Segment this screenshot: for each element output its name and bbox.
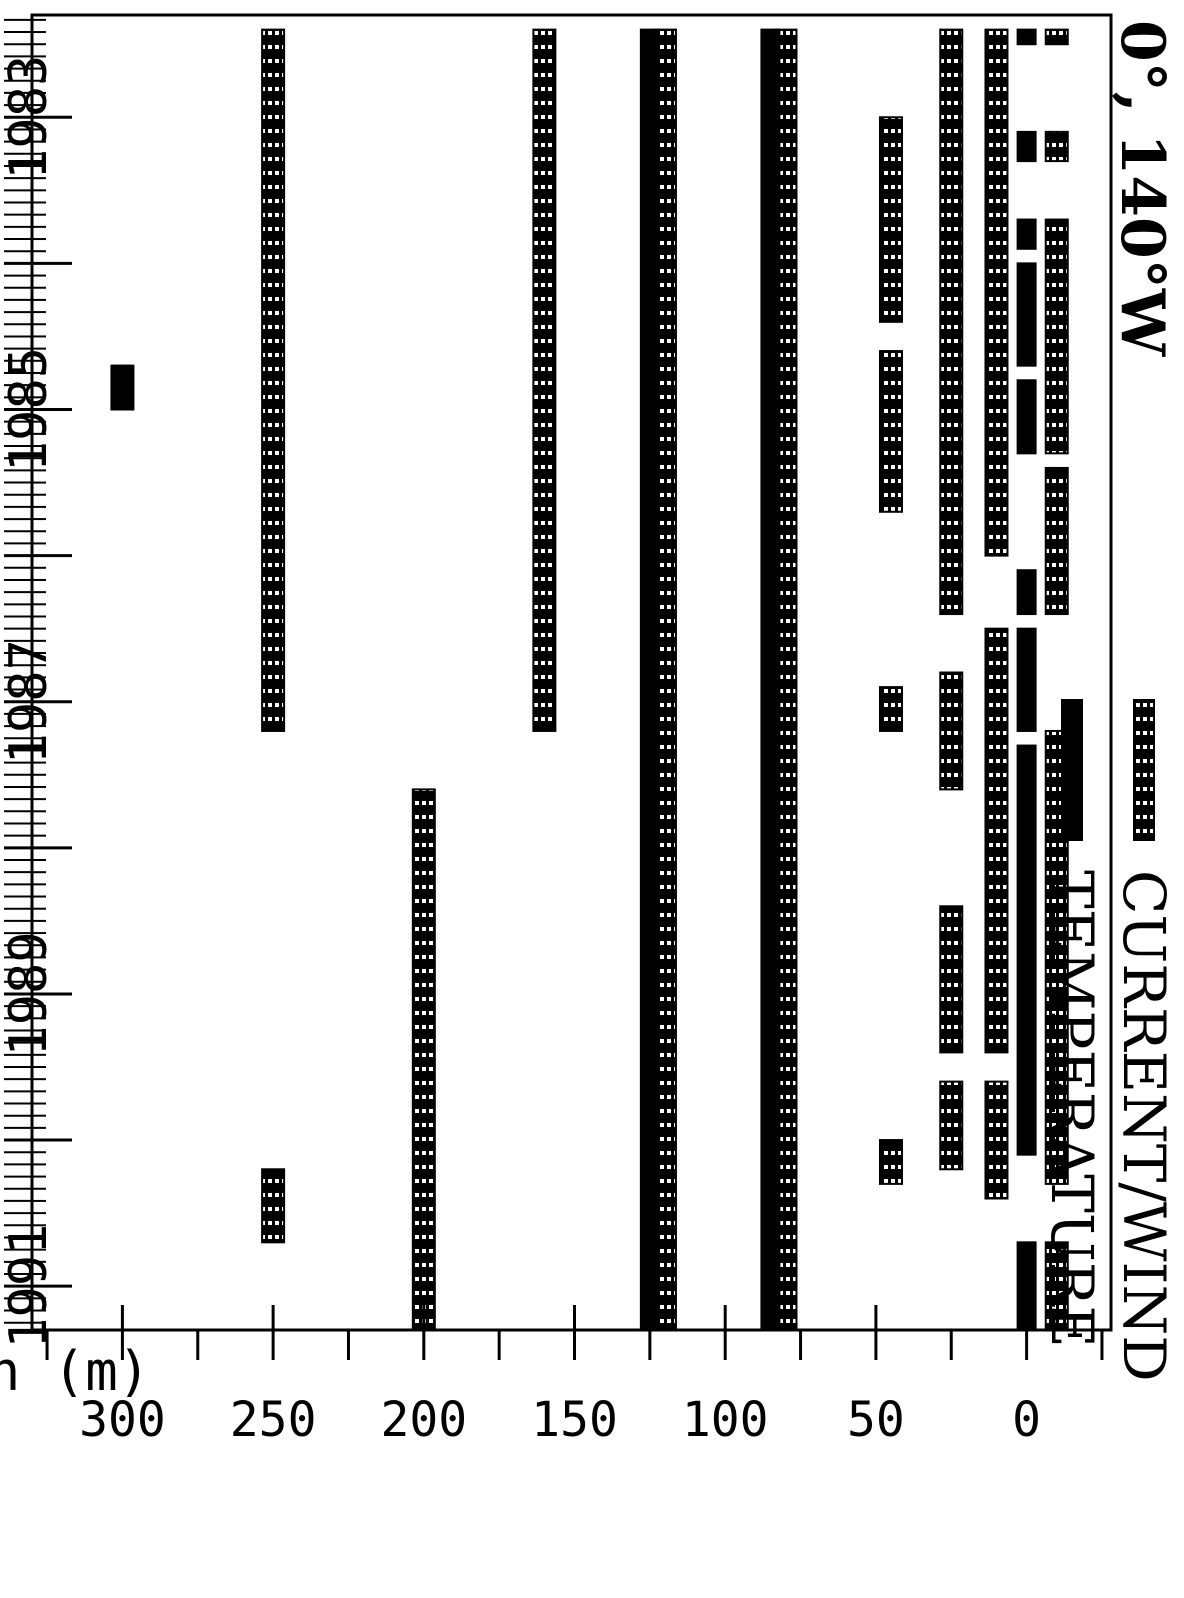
depth-tick-label-0: 0 xyxy=(1012,1392,1041,1448)
temperature-bar-3 xyxy=(1016,262,1037,367)
legend-label-current: CURRENT/WIND xyxy=(1110,870,1178,1382)
current-bar-1 xyxy=(1044,130,1069,163)
temperature-bar-9 xyxy=(760,28,781,1332)
temperature-bar-1 xyxy=(1016,130,1037,163)
current-bar-2 xyxy=(1044,218,1069,455)
current-bar-16 xyxy=(878,1139,903,1185)
temperature-bar-0 xyxy=(1016,28,1037,46)
current-bar-22 xyxy=(261,1168,286,1244)
temperature-bar-4 xyxy=(1016,379,1037,455)
temperature-bar-5 xyxy=(1016,569,1037,616)
current-bar-0 xyxy=(1044,28,1069,46)
depth-tick-label-6: 300 xyxy=(79,1392,166,1448)
temperature-bar-6 xyxy=(1016,627,1037,732)
depth-tick-label-3: 150 xyxy=(531,1392,618,1448)
chart-title: 0°, 140°W xyxy=(1107,20,1177,358)
current-bar-11 xyxy=(939,905,964,1054)
temperature-bar-7 xyxy=(1016,744,1037,1156)
depth-tick-label-4: 200 xyxy=(380,1392,467,1448)
current-bar-12 xyxy=(939,1080,964,1171)
year-tick-label-1987: 1987 xyxy=(0,639,59,764)
current-bar-10 xyxy=(939,671,964,791)
current-bar-6 xyxy=(984,28,1009,557)
current-bar-9 xyxy=(939,28,964,616)
temperature-bar-2 xyxy=(1016,218,1037,250)
current-bar-14 xyxy=(878,350,903,513)
year-tick-label-1989: 1989 xyxy=(0,931,59,1056)
current-bar-5 xyxy=(1044,1241,1069,1332)
depth-tick-label-1: 50 xyxy=(847,1392,905,1448)
legend-swatch-temperature xyxy=(1061,699,1083,841)
current-bar-19 xyxy=(532,28,557,732)
current-bar-3 xyxy=(1044,466,1069,616)
current-bar-4 xyxy=(1044,729,1069,1185)
depth-tick-label-5: 250 xyxy=(230,1392,317,1448)
current-bar-8 xyxy=(984,1080,1009,1200)
current-bar-13 xyxy=(878,116,903,323)
year-tick-label-1985: 1985 xyxy=(0,347,59,472)
legend-label-temperature: TEMPERATURE xyxy=(1038,870,1106,1348)
depth-tick-label-2: 100 xyxy=(682,1392,769,1448)
current-bar-7 xyxy=(984,627,1009,1054)
year-tick-label-1983: 1983 xyxy=(0,55,59,180)
current-bar-15 xyxy=(878,686,903,732)
current-bar-20 xyxy=(411,788,436,1331)
temperature-bar-10 xyxy=(639,28,660,1332)
y-axis-label: Depth (m) xyxy=(0,1340,150,1403)
year-tick-label-1991: 1991 xyxy=(0,1224,59,1349)
temperature-bar-11 xyxy=(112,364,133,411)
plot-frame xyxy=(30,13,1113,1332)
legend-swatch-current xyxy=(1133,699,1155,841)
current-bar-21 xyxy=(261,28,286,732)
